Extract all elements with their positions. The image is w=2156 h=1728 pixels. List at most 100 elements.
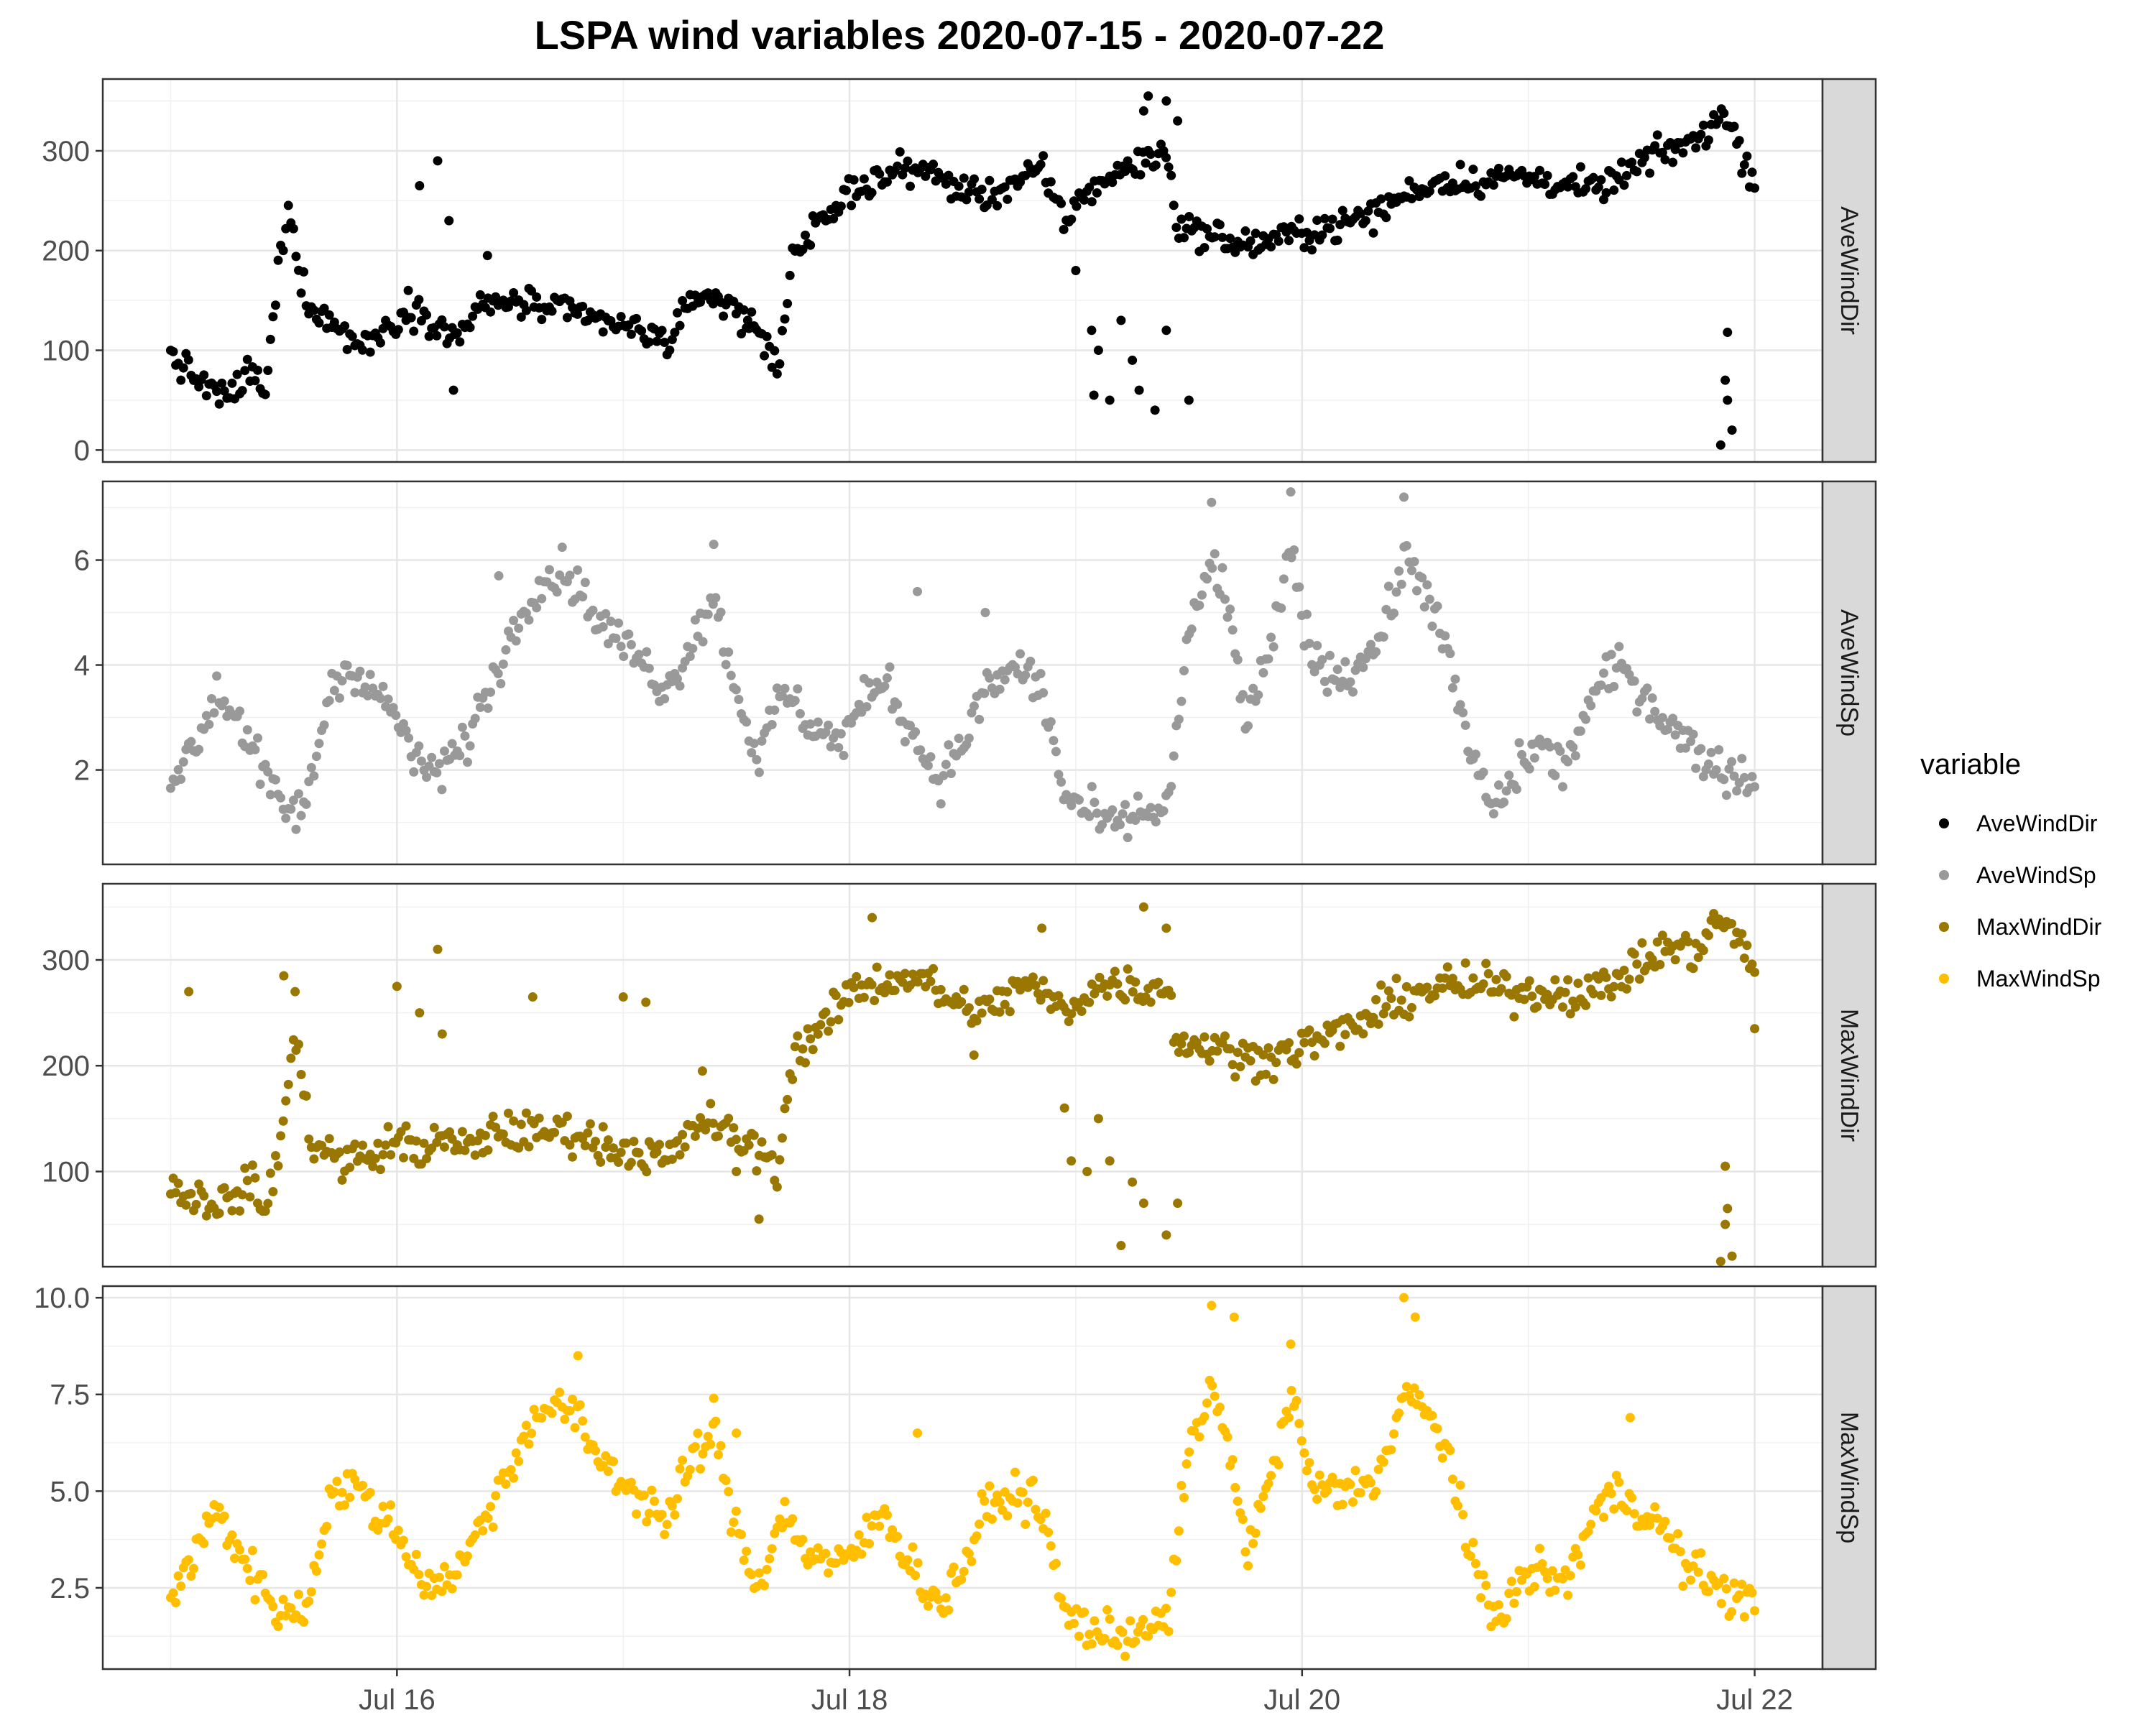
data-point <box>482 251 492 261</box>
data-point <box>1726 919 1736 929</box>
data-point <box>992 200 1003 211</box>
data-point <box>1184 395 1194 405</box>
data-point <box>263 366 273 376</box>
data-point <box>752 754 762 764</box>
data-point <box>598 622 608 632</box>
data-point <box>616 312 626 322</box>
data-point <box>1627 157 1637 167</box>
data-point <box>1184 211 1194 221</box>
data-point <box>596 1157 606 1167</box>
data-point <box>1724 764 1734 774</box>
data-point <box>229 1553 239 1563</box>
data-point <box>588 605 598 615</box>
facet-panel-AveWindSp: 2 4 6 AveWindSp <box>74 480 1877 866</box>
data-point <box>401 1121 411 1131</box>
facet-panel-AveWindDir: 0 100 200 300 AveWindDir <box>42 78 1877 466</box>
data-point <box>1642 683 1652 693</box>
data-point <box>1719 108 1729 119</box>
data-point <box>1161 325 1171 336</box>
data-point <box>1609 1504 1619 1514</box>
series-points-AveWindSp <box>165 487 1760 843</box>
data-point <box>1307 660 1317 670</box>
data-point <box>1314 1470 1325 1480</box>
data-point <box>1470 181 1480 191</box>
data-point <box>995 684 1005 694</box>
data-point <box>283 1079 293 1089</box>
data-point <box>1703 135 1713 145</box>
data-point <box>1072 201 1082 211</box>
data-point <box>1691 763 1701 773</box>
data-point <box>603 1466 613 1477</box>
data-point <box>1332 665 1342 675</box>
data-point <box>824 1026 834 1036</box>
data-point <box>1046 177 1056 187</box>
data-point <box>444 216 454 226</box>
data-point <box>537 593 547 604</box>
data-point <box>1581 184 1591 194</box>
data-point <box>591 1446 601 1456</box>
data-point <box>265 790 275 800</box>
data-point <box>1284 1413 1294 1423</box>
data-point <box>1427 1410 1437 1420</box>
data-point <box>697 1066 707 1076</box>
data-point <box>232 369 242 379</box>
data-point <box>1021 170 1031 180</box>
data-point <box>585 1119 595 1129</box>
data-point <box>1107 805 1118 815</box>
data-point <box>706 1439 716 1449</box>
data-point <box>1406 194 1416 204</box>
data-point <box>1233 655 1243 665</box>
data-point <box>731 1135 741 1145</box>
data-point <box>1123 833 1133 843</box>
data-point <box>219 696 229 706</box>
data-point <box>1125 1616 1135 1626</box>
data-point <box>1199 1032 1210 1042</box>
data-point <box>1365 1478 1376 1488</box>
data-point <box>690 1441 700 1451</box>
data-point <box>1470 749 1480 759</box>
data-point <box>1225 1044 1235 1054</box>
data-point <box>1545 741 1555 752</box>
data-point <box>736 1530 746 1540</box>
data-point <box>706 1099 716 1109</box>
data-point <box>383 1122 393 1132</box>
data-point <box>432 768 442 778</box>
data-point <box>398 1535 408 1546</box>
data-point <box>911 727 921 737</box>
data-point <box>1737 168 1747 178</box>
data-point <box>1388 1429 1399 1439</box>
data-point <box>980 1496 990 1506</box>
data-point <box>806 719 816 729</box>
data-point <box>1396 579 1406 589</box>
data-point <box>1534 165 1544 175</box>
data-point <box>780 1497 790 1507</box>
data-point <box>678 1129 688 1140</box>
data-point <box>1133 791 1143 801</box>
data-point <box>1519 994 1529 1004</box>
data-point <box>1138 902 1148 912</box>
data-point <box>698 1449 708 1459</box>
data-point <box>1056 198 1067 208</box>
data-point <box>386 1500 396 1510</box>
data-point <box>836 729 846 739</box>
data-point <box>1217 232 1227 242</box>
data-point <box>1703 1586 1713 1597</box>
data-point <box>1723 395 1733 405</box>
data-point <box>409 326 419 336</box>
data-point <box>186 1188 196 1198</box>
data-point <box>1465 1551 1475 1561</box>
data-point <box>1727 425 1737 435</box>
data-point <box>1296 1436 1307 1446</box>
data-point <box>1335 1041 1345 1051</box>
data-point <box>460 731 470 741</box>
data-point <box>1309 667 1319 677</box>
data-point <box>1614 642 1624 652</box>
data-point <box>685 1464 695 1474</box>
data-point <box>824 720 834 730</box>
data-point <box>1210 1391 1220 1401</box>
data-point <box>1358 1029 1368 1039</box>
data-point <box>1540 180 1550 190</box>
data-point <box>608 1456 618 1466</box>
data-point <box>547 1408 557 1418</box>
